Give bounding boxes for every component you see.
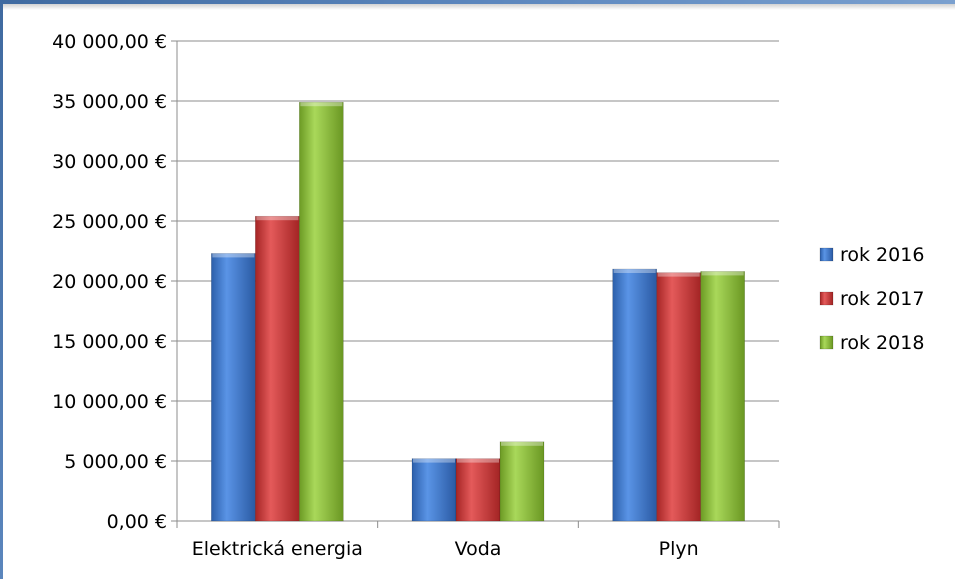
bar-bevel — [212, 253, 255, 258]
axis-labels: 0,00 € 5 000,00 € 10 000,00 € 15 000,00 € 20… — [52, 31, 699, 560]
legend-label: rok 2018 — [840, 332, 924, 354]
y-tick-label: 15 000,00 € — [52, 331, 167, 353]
legend-swatch — [819, 291, 834, 306]
y-tick-label: 20 000,00 € — [52, 271, 167, 293]
x-category-label: Plyn — [659, 538, 699, 560]
y-tick-label: 35 000,00 € — [52, 91, 167, 113]
bar-rok-2018-1 — [499, 441, 545, 522]
bar-bevel — [701, 271, 744, 276]
window-top-border — [0, 0, 955, 4]
y-tick-label: 25 000,00 € — [52, 211, 167, 233]
bar-bevel — [501, 441, 543, 446]
bar-bevel — [657, 272, 700, 277]
x-category-label: Voda — [455, 538, 502, 560]
legend-label: rok 2017 — [840, 288, 924, 310]
y-tick-label: 5 000,00 € — [64, 451, 167, 473]
bar-rok-2017-0 — [255, 215, 300, 522]
y-tick-label: 10 000,00 € — [52, 391, 167, 413]
legend: rok 2016 rok 2017 rok 2018 — [819, 244, 924, 354]
bar-rok-2016-0 — [211, 253, 256, 522]
y-tick-label: 40 000,00 € — [52, 31, 167, 53]
window-left-border — [0, 0, 3, 579]
bar-rok-2016-2 — [612, 268, 657, 522]
x-category-label: Elektrická energia — [192, 538, 363, 560]
legend-swatch — [819, 247, 834, 262]
bar-bevel — [300, 102, 343, 107]
bar-bevel — [457, 458, 499, 463]
bar-rok-2017-2 — [656, 272, 701, 522]
bar-rok-2016-1 — [411, 458, 457, 522]
legend-swatch — [819, 335, 834, 350]
bar-rok-2018-0 — [299, 101, 344, 522]
bar-rok-2018-2 — [700, 271, 745, 522]
window-top-shadow — [3, 4, 955, 10]
y-tick-label: 0,00 € — [107, 511, 167, 533]
bar-bevel — [613, 269, 656, 273]
legend-label: rok 2016 — [840, 244, 924, 266]
bar-bevel — [256, 216, 299, 221]
bar-rok-2017-1 — [455, 458, 501, 522]
bars — [211, 101, 745, 522]
bar-bevel — [413, 458, 455, 463]
y-tick-label: 30 000,00 € — [52, 151, 167, 173]
